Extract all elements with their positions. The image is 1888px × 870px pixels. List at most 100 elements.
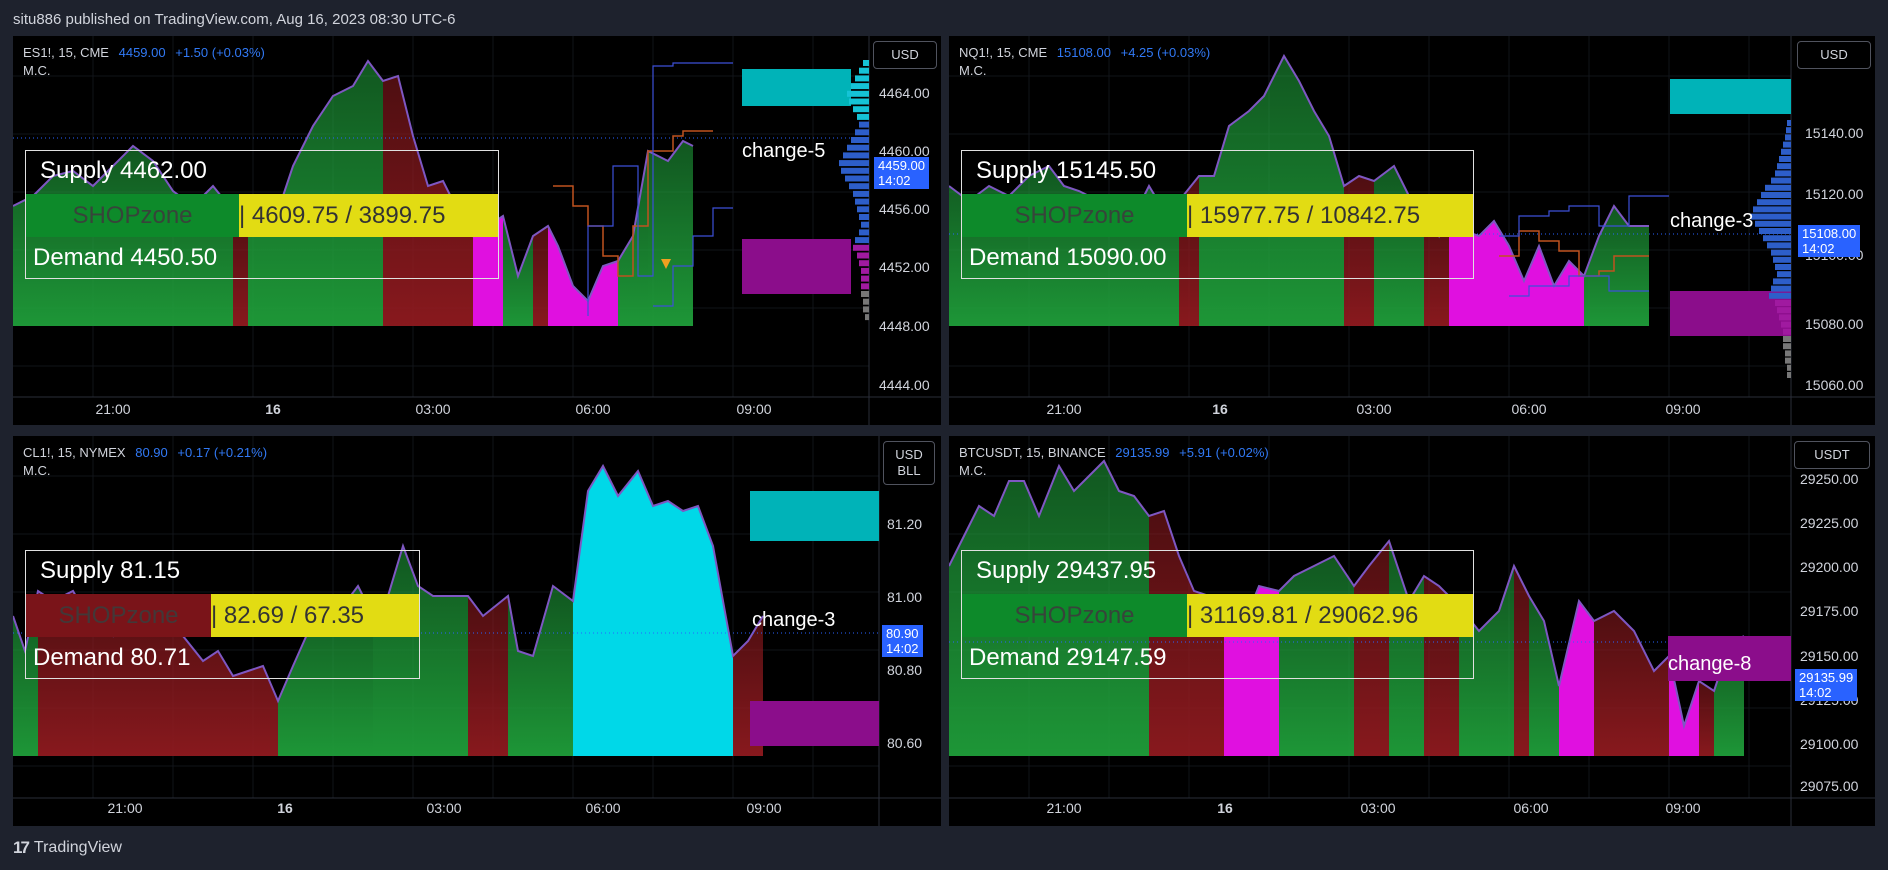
price-axis-label: 81.00 <box>887 589 923 605</box>
volume-profile-bar <box>1785 134 1791 141</box>
volume-profile-bar <box>1783 328 1791 335</box>
price-axis-label: 29200.00 <box>1800 559 1859 575</box>
price-axis-label: 15140.00 <box>1805 125 1864 141</box>
tradingview-brand: TradingView <box>33 839 122 856</box>
currency-button[interactable]: USD <box>873 41 937 69</box>
time-axis-label: 21:00 <box>107 800 143 816</box>
currency-button[interactable]: USD BLL <box>883 441 935 485</box>
volume-profile-bar <box>861 221 869 228</box>
volume-profile-bar <box>1787 364 1791 371</box>
time-axis-label: 03:00 <box>426 800 462 816</box>
supply-value: Supply 81.15 <box>40 557 181 584</box>
price-area-segment <box>248 61 383 326</box>
indicator-legend[interactable]: M.C. <box>959 63 987 78</box>
zone-ratio: | 15977.75 / 10842.75 <box>1187 194 1473 237</box>
time-axis-label: 16 <box>277 800 293 816</box>
symbol-legend: BTCUSDT, 15, BINANCE 29135.99 +5.91 (+0.… <box>959 445 1269 460</box>
volume-profile-bar <box>1767 242 1791 249</box>
currency-button[interactable]: USDT <box>1794 441 1870 469</box>
supply-zone-box <box>1670 79 1791 114</box>
price-area-segment <box>533 226 548 326</box>
indicator-legend[interactable]: M.C. <box>959 463 987 478</box>
time-axis-label: 06:00 <box>585 800 621 816</box>
change-label: change-5 <box>742 140 826 162</box>
volume-profile-bar <box>1775 170 1791 177</box>
zone-ratio: | 31169.81 / 29062.96 <box>1187 594 1473 637</box>
volume-profile-bar <box>839 160 869 167</box>
price-axis-label: 4452.00 <box>879 259 930 275</box>
price-change: +1.50 (+0.03%) <box>175 45 265 60</box>
price-area-segment <box>573 466 733 756</box>
shopzone-label: SHOPzone <box>26 594 211 637</box>
volume-profile-bar <box>1773 278 1791 285</box>
price-axis-label: 29250.00 <box>1800 471 1859 487</box>
volume-profile-bar <box>861 275 869 282</box>
price-axis-label: 29100.00 <box>1800 736 1859 752</box>
volume-profile-bar <box>1763 235 1791 242</box>
price-line <box>949 53 1649 289</box>
price-area-segment <box>648 141 693 326</box>
indicator-legend[interactable]: M.C. <box>23 463 51 478</box>
volume-profile-bar <box>1753 206 1791 213</box>
volume-profile-bar <box>843 152 869 159</box>
shopzone-label: SHOPzone <box>26 194 239 237</box>
supply-value: Supply 4462.00 <box>40 157 207 184</box>
price-axis-label: 29225.00 <box>1800 515 1859 531</box>
volume-profile-bar <box>853 190 869 197</box>
current-price: 29135.99 <box>1799 670 1854 685</box>
current-price-tag: 80.90 14:02 <box>882 625 923 657</box>
tradingview-logo[interactable]: 17 TradingView <box>13 838 122 858</box>
time-axis-label: 21:00 <box>95 401 131 417</box>
price-axis-label: 29175.00 <box>1800 603 1859 619</box>
price-axis-label: 29150.00 <box>1800 648 1859 664</box>
bar-countdown: 14:02 <box>1802 241 1835 256</box>
time-axis-label: 06:00 <box>575 401 611 417</box>
volume-profile-bar <box>863 60 869 66</box>
price-area-segment <box>1584 206 1614 326</box>
time-axis-label: 03:00 <box>1356 401 1392 417</box>
time-axis-label: 03:00 <box>1360 800 1396 816</box>
band-step-line <box>1499 195 1669 237</box>
bar-countdown: 14:02 <box>886 641 919 656</box>
volume-profile-bar <box>849 98 869 105</box>
current-price: 15108.00 <box>1802 226 1857 241</box>
demand-zone-box <box>742 239 851 294</box>
volume-profile-bar <box>1781 321 1791 328</box>
chart-panel-es[interactable]: ES1!, 15, CME 4459.00 +1.50 (+0.03%) M.C… <box>13 36 941 425</box>
volume-profile-bar <box>1775 300 1791 306</box>
currency-button[interactable]: USD <box>1797 41 1871 69</box>
volume-profile-bar <box>1777 163 1791 170</box>
chart-panel-nq[interactable]: NQ1!, 15, CME 15108.00 +4.25 (+0.03%) M.… <box>949 36 1875 425</box>
volume-profile-bar <box>847 144 869 151</box>
current-price: 4459.00 <box>878 158 925 173</box>
volume-profile-bar <box>1771 285 1791 292</box>
volume-profile-bar <box>1755 220 1791 227</box>
last-price: 4459.00 <box>118 45 166 60</box>
currency-label: USD <box>891 47 919 62</box>
price-axis-label: 4448.00 <box>879 318 930 334</box>
symbol-name: BTCUSDT, 15, BINANCE <box>959 445 1106 460</box>
current-price-tag: 29135.99 14:02 <box>1795 669 1858 701</box>
time-axis-label: 09:00 <box>746 800 782 816</box>
change-label: change-3 <box>1670 210 1754 232</box>
chart-panel-cl[interactable]: CL1!, 15, NYMEX 80.90 +0.17 (+0.21%) M.C… <box>13 436 941 826</box>
volume-profile-bar <box>1785 350 1791 357</box>
demand-zone-box <box>750 701 879 746</box>
currency-label: USD <box>1820 47 1848 62</box>
price-line <box>13 59 694 303</box>
time-axis-label: 16 <box>1217 800 1233 816</box>
price-area-segment <box>508 586 573 756</box>
price-axis-label: 81.20 <box>887 516 923 532</box>
footer: 17 TradingView <box>0 828 1888 870</box>
indicator-legend[interactable]: M.C. <box>23 63 51 78</box>
volume-profile-bar <box>859 67 869 74</box>
volume-profile-bar <box>855 237 869 244</box>
supply-zone-box <box>750 491 879 541</box>
volume-profile-bar <box>1771 249 1791 256</box>
volume-profile-bar <box>1759 228 1791 234</box>
chart-panel-btc[interactable]: BTCUSDT, 15, BINANCE 29135.99 +5.91 (+0.… <box>949 436 1875 826</box>
price-area-segment <box>1594 611 1669 756</box>
supply-zone-box <box>742 69 851 106</box>
volume-profile-bar <box>841 167 869 174</box>
signal-arrow-icon <box>661 259 671 269</box>
